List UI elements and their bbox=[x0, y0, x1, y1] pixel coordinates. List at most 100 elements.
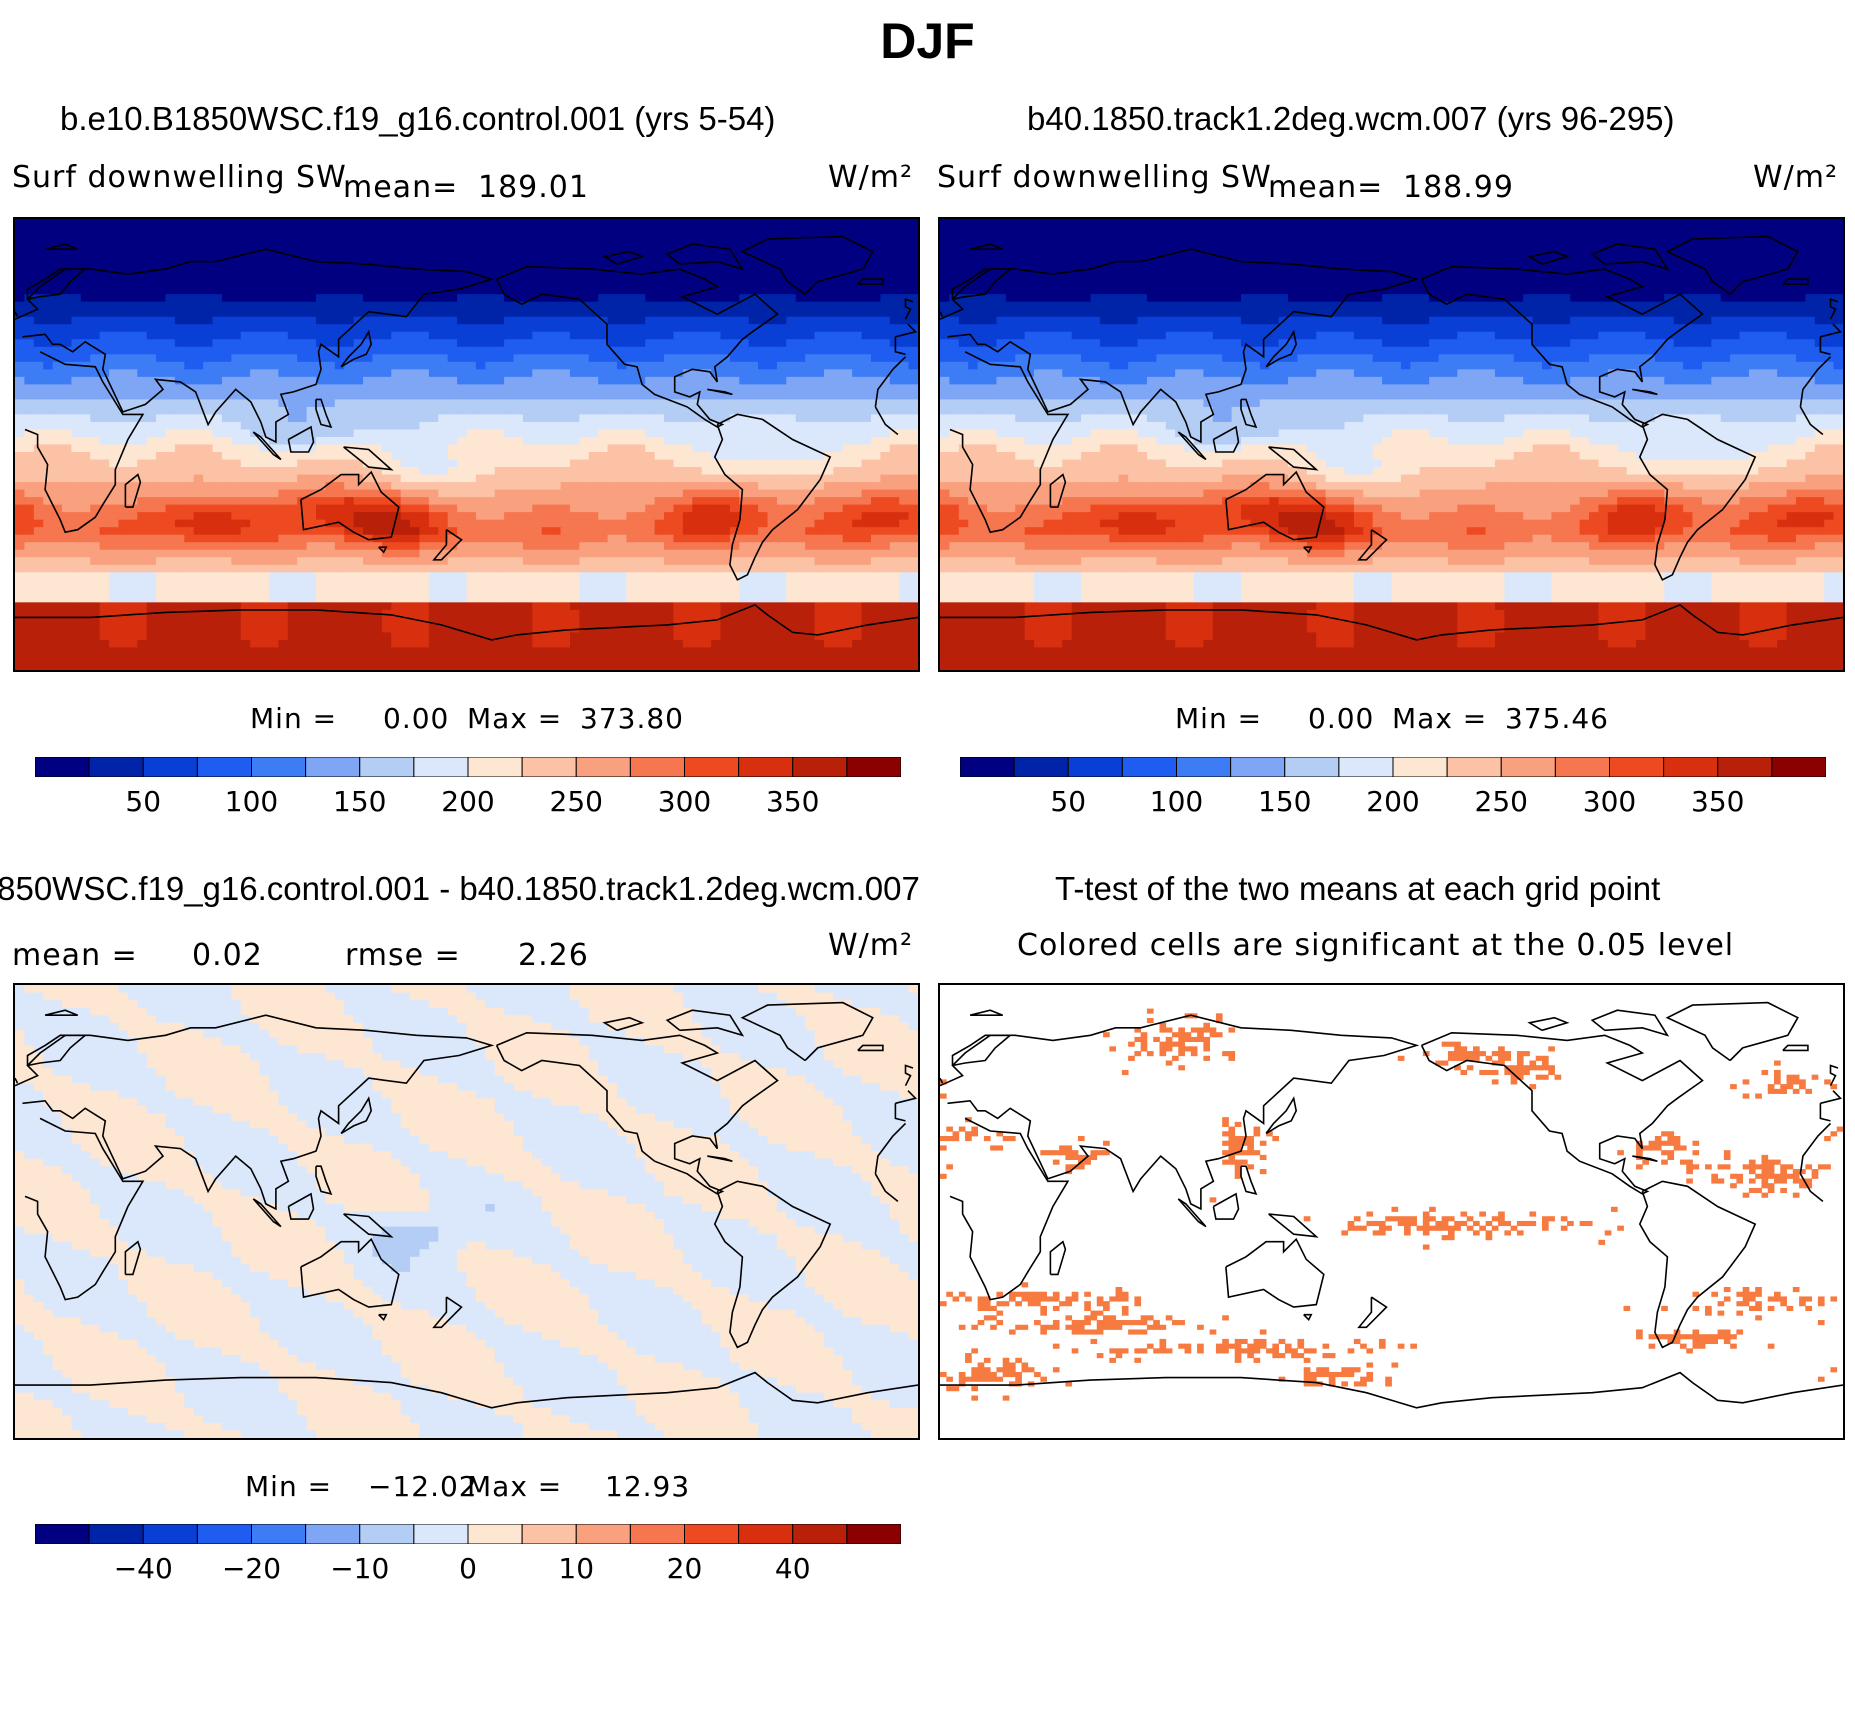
field-cell bbox=[165, 436, 176, 446]
field-cell bbox=[560, 557, 571, 566]
field-cell bbox=[15, 436, 26, 446]
field-cell bbox=[701, 309, 712, 318]
field-cell bbox=[174, 452, 185, 461]
field-cell bbox=[579, 234, 590, 243]
field-cell bbox=[880, 549, 891, 558]
field-cell bbox=[15, 519, 26, 528]
field-cell bbox=[278, 264, 289, 273]
field-cell bbox=[316, 271, 327, 280]
field-cell bbox=[174, 399, 185, 408]
field-cell bbox=[221, 376, 232, 385]
field-cell bbox=[767, 279, 778, 288]
field-cell bbox=[692, 512, 703, 521]
field-cell bbox=[203, 384, 214, 393]
field-cell bbox=[457, 602, 468, 611]
field-cell bbox=[494, 594, 505, 603]
field-cell bbox=[278, 316, 289, 325]
field-cell bbox=[268, 406, 279, 416]
field-cell bbox=[842, 391, 853, 400]
field-cell bbox=[306, 572, 317, 581]
field-cell bbox=[579, 399, 590, 408]
field-cell bbox=[607, 564, 618, 573]
field-cell bbox=[682, 376, 693, 385]
field-cell bbox=[127, 482, 138, 491]
field-cell bbox=[899, 316, 910, 325]
field-cell bbox=[795, 467, 806, 476]
field-cell bbox=[673, 452, 684, 461]
field-cell bbox=[156, 549, 167, 558]
field-cell bbox=[419, 482, 430, 491]
field-cell bbox=[43, 346, 54, 355]
field-cell bbox=[381, 444, 392, 453]
field-cell bbox=[466, 294, 477, 303]
field-cell bbox=[80, 594, 91, 603]
field-cell bbox=[682, 226, 693, 235]
field-cell bbox=[447, 587, 458, 596]
field-cell bbox=[391, 452, 402, 461]
field-cell bbox=[109, 331, 120, 340]
field-cell bbox=[33, 331, 44, 340]
field-cell bbox=[165, 286, 176, 295]
field-cell bbox=[203, 399, 214, 408]
field-cell bbox=[137, 444, 148, 453]
field-cell bbox=[438, 361, 449, 370]
field-cell bbox=[569, 564, 580, 573]
field-cell bbox=[334, 391, 345, 400]
field-cell bbox=[428, 542, 439, 551]
field-cell bbox=[607, 241, 618, 250]
field-cell bbox=[541, 512, 552, 521]
field-cell bbox=[137, 369, 148, 378]
field-cell bbox=[720, 331, 731, 340]
field-cell bbox=[494, 587, 505, 596]
field-cell bbox=[174, 436, 185, 446]
field-cell bbox=[278, 444, 289, 453]
field-cell bbox=[842, 587, 853, 596]
field-cell bbox=[325, 594, 336, 603]
field-cell bbox=[645, 489, 656, 498]
field-cell bbox=[259, 452, 270, 461]
field-cell bbox=[588, 542, 599, 551]
field-cell bbox=[532, 549, 543, 558]
field-cell bbox=[372, 527, 383, 536]
field-cell bbox=[184, 429, 195, 438]
field-cell bbox=[203, 309, 214, 318]
field-cell bbox=[645, 459, 656, 468]
field-cell bbox=[400, 594, 411, 603]
field-cell bbox=[673, 361, 684, 370]
field-cell bbox=[62, 361, 73, 370]
field-cell bbox=[193, 587, 204, 596]
field-cell bbox=[645, 331, 656, 340]
field-cell bbox=[137, 391, 148, 400]
field-cell bbox=[71, 264, 82, 273]
field-cell bbox=[466, 339, 477, 348]
field-cell bbox=[805, 256, 816, 265]
field-cell bbox=[62, 339, 73, 348]
field-cell bbox=[475, 436, 486, 446]
field-cell bbox=[287, 271, 298, 280]
field-cell bbox=[852, 564, 863, 573]
field-cell bbox=[494, 279, 505, 288]
field-cell bbox=[504, 421, 515, 431]
field-cell bbox=[889, 399, 900, 408]
field-cell bbox=[344, 572, 355, 581]
field-cell bbox=[682, 354, 693, 363]
field-cell bbox=[795, 489, 806, 498]
field-cell bbox=[90, 557, 101, 566]
field-cell bbox=[767, 376, 778, 385]
field-cell bbox=[532, 234, 543, 243]
field-cell bbox=[400, 256, 411, 265]
field-cell bbox=[410, 339, 421, 348]
field-cell bbox=[221, 399, 232, 408]
field-cell bbox=[259, 467, 270, 476]
field-cell bbox=[33, 482, 44, 491]
field-cell bbox=[485, 602, 496, 611]
field-cell bbox=[786, 406, 797, 416]
field-cell bbox=[494, 497, 505, 506]
field-cell bbox=[522, 436, 533, 446]
field-cell bbox=[626, 301, 637, 310]
field-cell bbox=[278, 557, 289, 566]
field-cell bbox=[823, 339, 834, 348]
field-cell bbox=[861, 294, 872, 303]
field-cell bbox=[767, 436, 778, 446]
field-cell bbox=[156, 249, 167, 258]
